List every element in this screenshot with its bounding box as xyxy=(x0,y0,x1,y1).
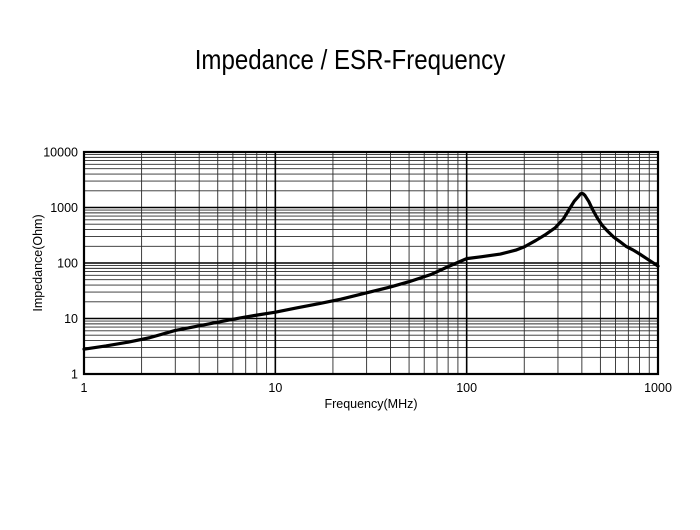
plot-border xyxy=(82,150,660,376)
y-tick-label: 10000 xyxy=(43,146,78,160)
x-tick-label: 100 xyxy=(456,381,477,395)
y-tick-label: 1000 xyxy=(50,201,78,215)
x-tick-label: 1000 xyxy=(644,381,672,395)
x-axis-label: Frequency(MHz) xyxy=(324,397,417,411)
y-tick-label: 10 xyxy=(64,312,78,326)
impedance-curve xyxy=(82,191,660,351)
x-tick-label: 1 xyxy=(81,381,88,395)
y-tick-label: 100 xyxy=(57,257,78,271)
y-axis-label: Impedance(Ohm) xyxy=(31,214,45,311)
x-tick-label: 10 xyxy=(268,381,282,395)
chart-title: Impedance / ESR-Frequency xyxy=(194,44,506,75)
grid-major xyxy=(84,152,658,374)
y-tick-label: 1 xyxy=(71,368,78,382)
